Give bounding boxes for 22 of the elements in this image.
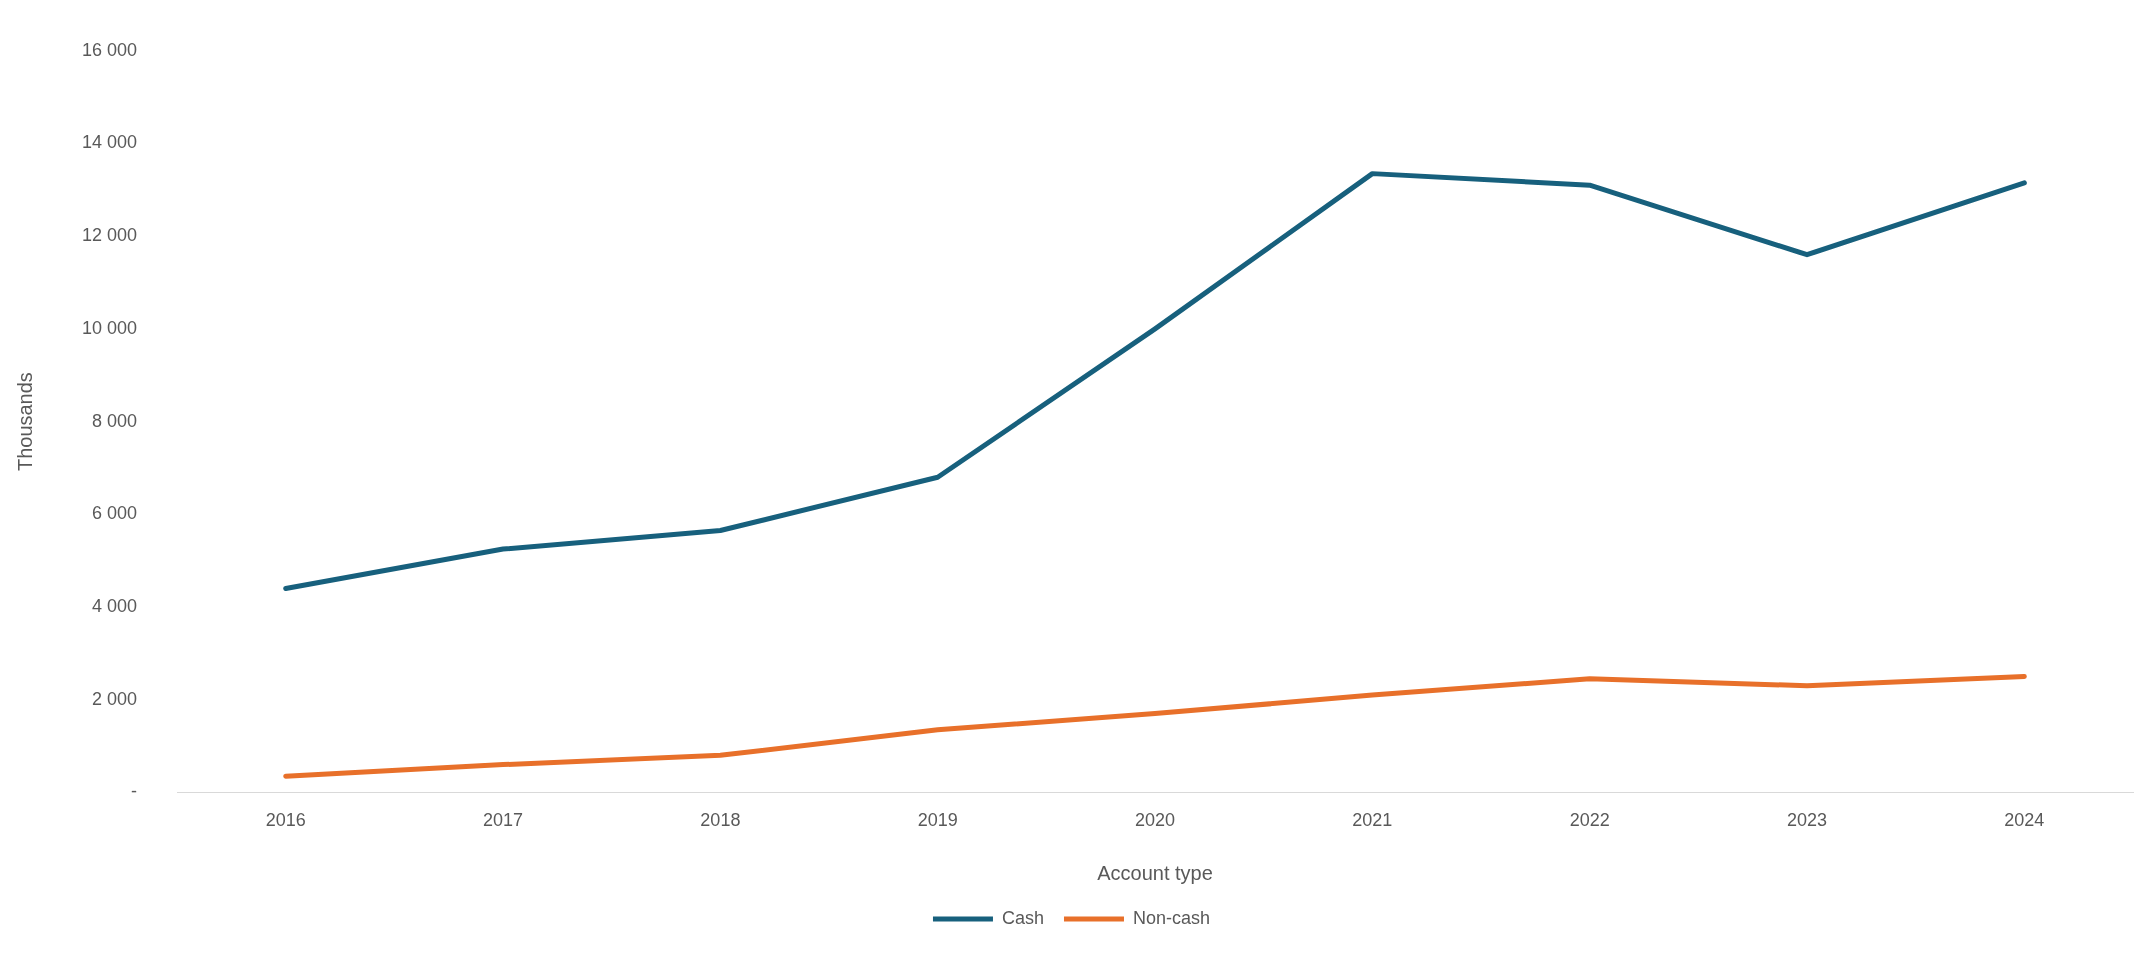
x-axis-title: Account type [1097, 861, 1213, 884]
x-tick-label: 2024 [2004, 810, 2045, 831]
y-tick-label: - [131, 781, 138, 802]
x-tick-label: 2023 [1786, 810, 1828, 831]
legend-label: Cash [1001, 907, 1044, 928]
x-tick-label: 2020 [1135, 810, 1176, 831]
y-tick-label: 14 000 [81, 132, 138, 153]
y-axis-title: Thousands [13, 372, 36, 472]
y-tick-label: 6 000 [92, 503, 138, 524]
x-tick-label: 2019 [917, 810, 958, 831]
y-tick-label: 8 000 [92, 410, 138, 431]
x-tick-label: 2016 [265, 810, 306, 831]
legend-label: Non-cash [1132, 907, 1211, 928]
y-tick-label: 4 000 [92, 595, 138, 616]
y-tick-label: 10 000 [81, 317, 138, 338]
x-tick-label: 2017 [483, 810, 524, 831]
y-tick-label: 16 000 [81, 39, 138, 60]
x-tick-label: 2018 [700, 810, 741, 831]
x-tick-label: 2022 [1569, 810, 1610, 831]
x-tick-label: 2021 [1352, 810, 1393, 831]
y-tick-label: 12 000 [81, 225, 138, 246]
y-tick-label: 2 000 [92, 688, 138, 709]
